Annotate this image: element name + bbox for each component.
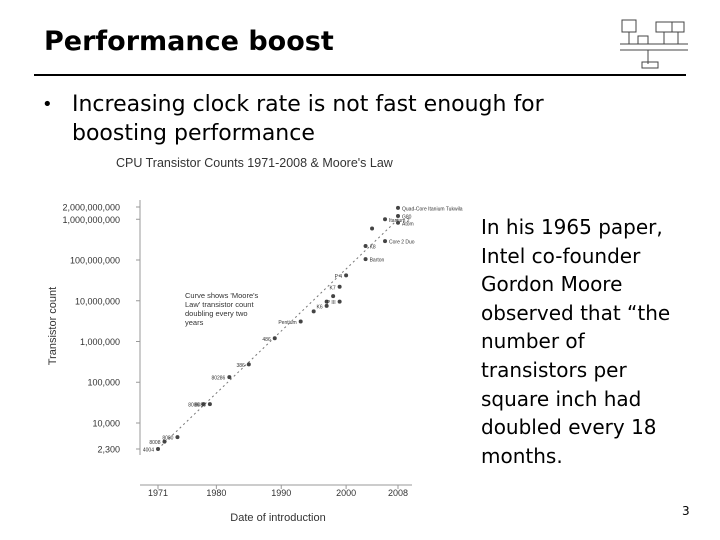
data-point xyxy=(337,284,342,289)
slide-title: Performance boost xyxy=(44,26,334,57)
curve-annotation: Curve shows 'Moore's Law' transistor coun… xyxy=(185,291,259,327)
data-point xyxy=(201,402,206,407)
point-label: 80286 xyxy=(211,376,225,382)
x-axis-label: Date of introduction xyxy=(230,512,325,524)
data-point xyxy=(324,303,329,308)
moore-quote: In his 1965 paper, Intel co-founder Gord… xyxy=(481,215,671,468)
data-point xyxy=(227,375,232,380)
data-point xyxy=(370,226,375,231)
point-label: P 4 xyxy=(335,274,343,280)
y-tick-label: 10,000 xyxy=(92,418,120,428)
y-tick-label: 1,000,000,000 xyxy=(62,215,120,225)
circuit-diagram-icon xyxy=(620,19,688,69)
data-point xyxy=(363,257,368,262)
point-label: K8 xyxy=(370,245,376,251)
x-tick-label: 1990 xyxy=(271,488,291,498)
point-label: Atom xyxy=(402,221,414,227)
x-tick-label: 1971 xyxy=(148,488,168,498)
y-tick-label: 10,000,000 xyxy=(75,296,120,306)
x-tick-label: 2008 xyxy=(388,488,408,498)
point-label: P III xyxy=(327,300,336,306)
data-point xyxy=(383,217,388,222)
page-number: 3 xyxy=(682,504,690,518)
data-point xyxy=(396,214,400,219)
data-point xyxy=(175,435,180,440)
data-point xyxy=(156,447,160,451)
y-axis-label: Transistor count xyxy=(47,287,59,365)
data-point xyxy=(162,439,167,444)
point-label: 386 xyxy=(236,363,245,369)
data-point xyxy=(396,205,400,210)
data-point xyxy=(298,319,303,324)
point-label: Core 2 Duo xyxy=(389,240,415,246)
data-point xyxy=(396,220,400,225)
point-label: 8080 xyxy=(162,436,173,442)
transistor-chart: 2,300 10,000 100,000 1,000,000 10,000,000 100… xyxy=(47,200,463,524)
point-label: K6 xyxy=(317,304,323,310)
point-label: K7 xyxy=(329,285,335,291)
x-tick-label: 1980 xyxy=(206,488,226,498)
data-point xyxy=(324,299,329,304)
data-point xyxy=(363,244,368,249)
point-label: Barton xyxy=(370,258,385,264)
bullet-marker: • xyxy=(42,94,53,115)
y-tick-label: 2,300 xyxy=(97,445,120,455)
point-label: Itanium 2 xyxy=(389,218,410,224)
data-point xyxy=(246,362,251,367)
point-label: 8086 xyxy=(188,403,199,409)
point-label: G80 xyxy=(402,215,412,221)
chart-title: CPU Transistor Counts 1971-2008 & Moore'… xyxy=(116,156,393,170)
data-point xyxy=(337,299,342,304)
title-divider xyxy=(34,74,686,76)
data-point xyxy=(272,336,277,341)
y-tick-label: 1,000,000 xyxy=(80,337,120,347)
point-label: 8088 xyxy=(195,403,206,409)
moores-law-line xyxy=(157,218,399,450)
point-label: 4004 xyxy=(143,448,154,454)
data-point xyxy=(383,239,388,244)
y-tick-label: 2,000,000,000 xyxy=(62,203,120,213)
point-label: Quad-Core Itanium Tukwila xyxy=(402,206,463,212)
data-point xyxy=(207,402,212,407)
data-point xyxy=(344,273,349,278)
point-label: 8008 xyxy=(149,440,160,446)
bullet-text: Increasing clock rate is not fast enough… xyxy=(72,92,544,146)
y-tick-label: 100,000,000 xyxy=(70,256,120,266)
point-label: 486 xyxy=(262,337,271,343)
x-tick-label: 2000 xyxy=(336,488,356,498)
point-label: Pentium xyxy=(278,320,296,326)
y-tick-label: 100,000 xyxy=(87,378,120,388)
data-point xyxy=(311,309,316,314)
data-point xyxy=(331,294,336,299)
